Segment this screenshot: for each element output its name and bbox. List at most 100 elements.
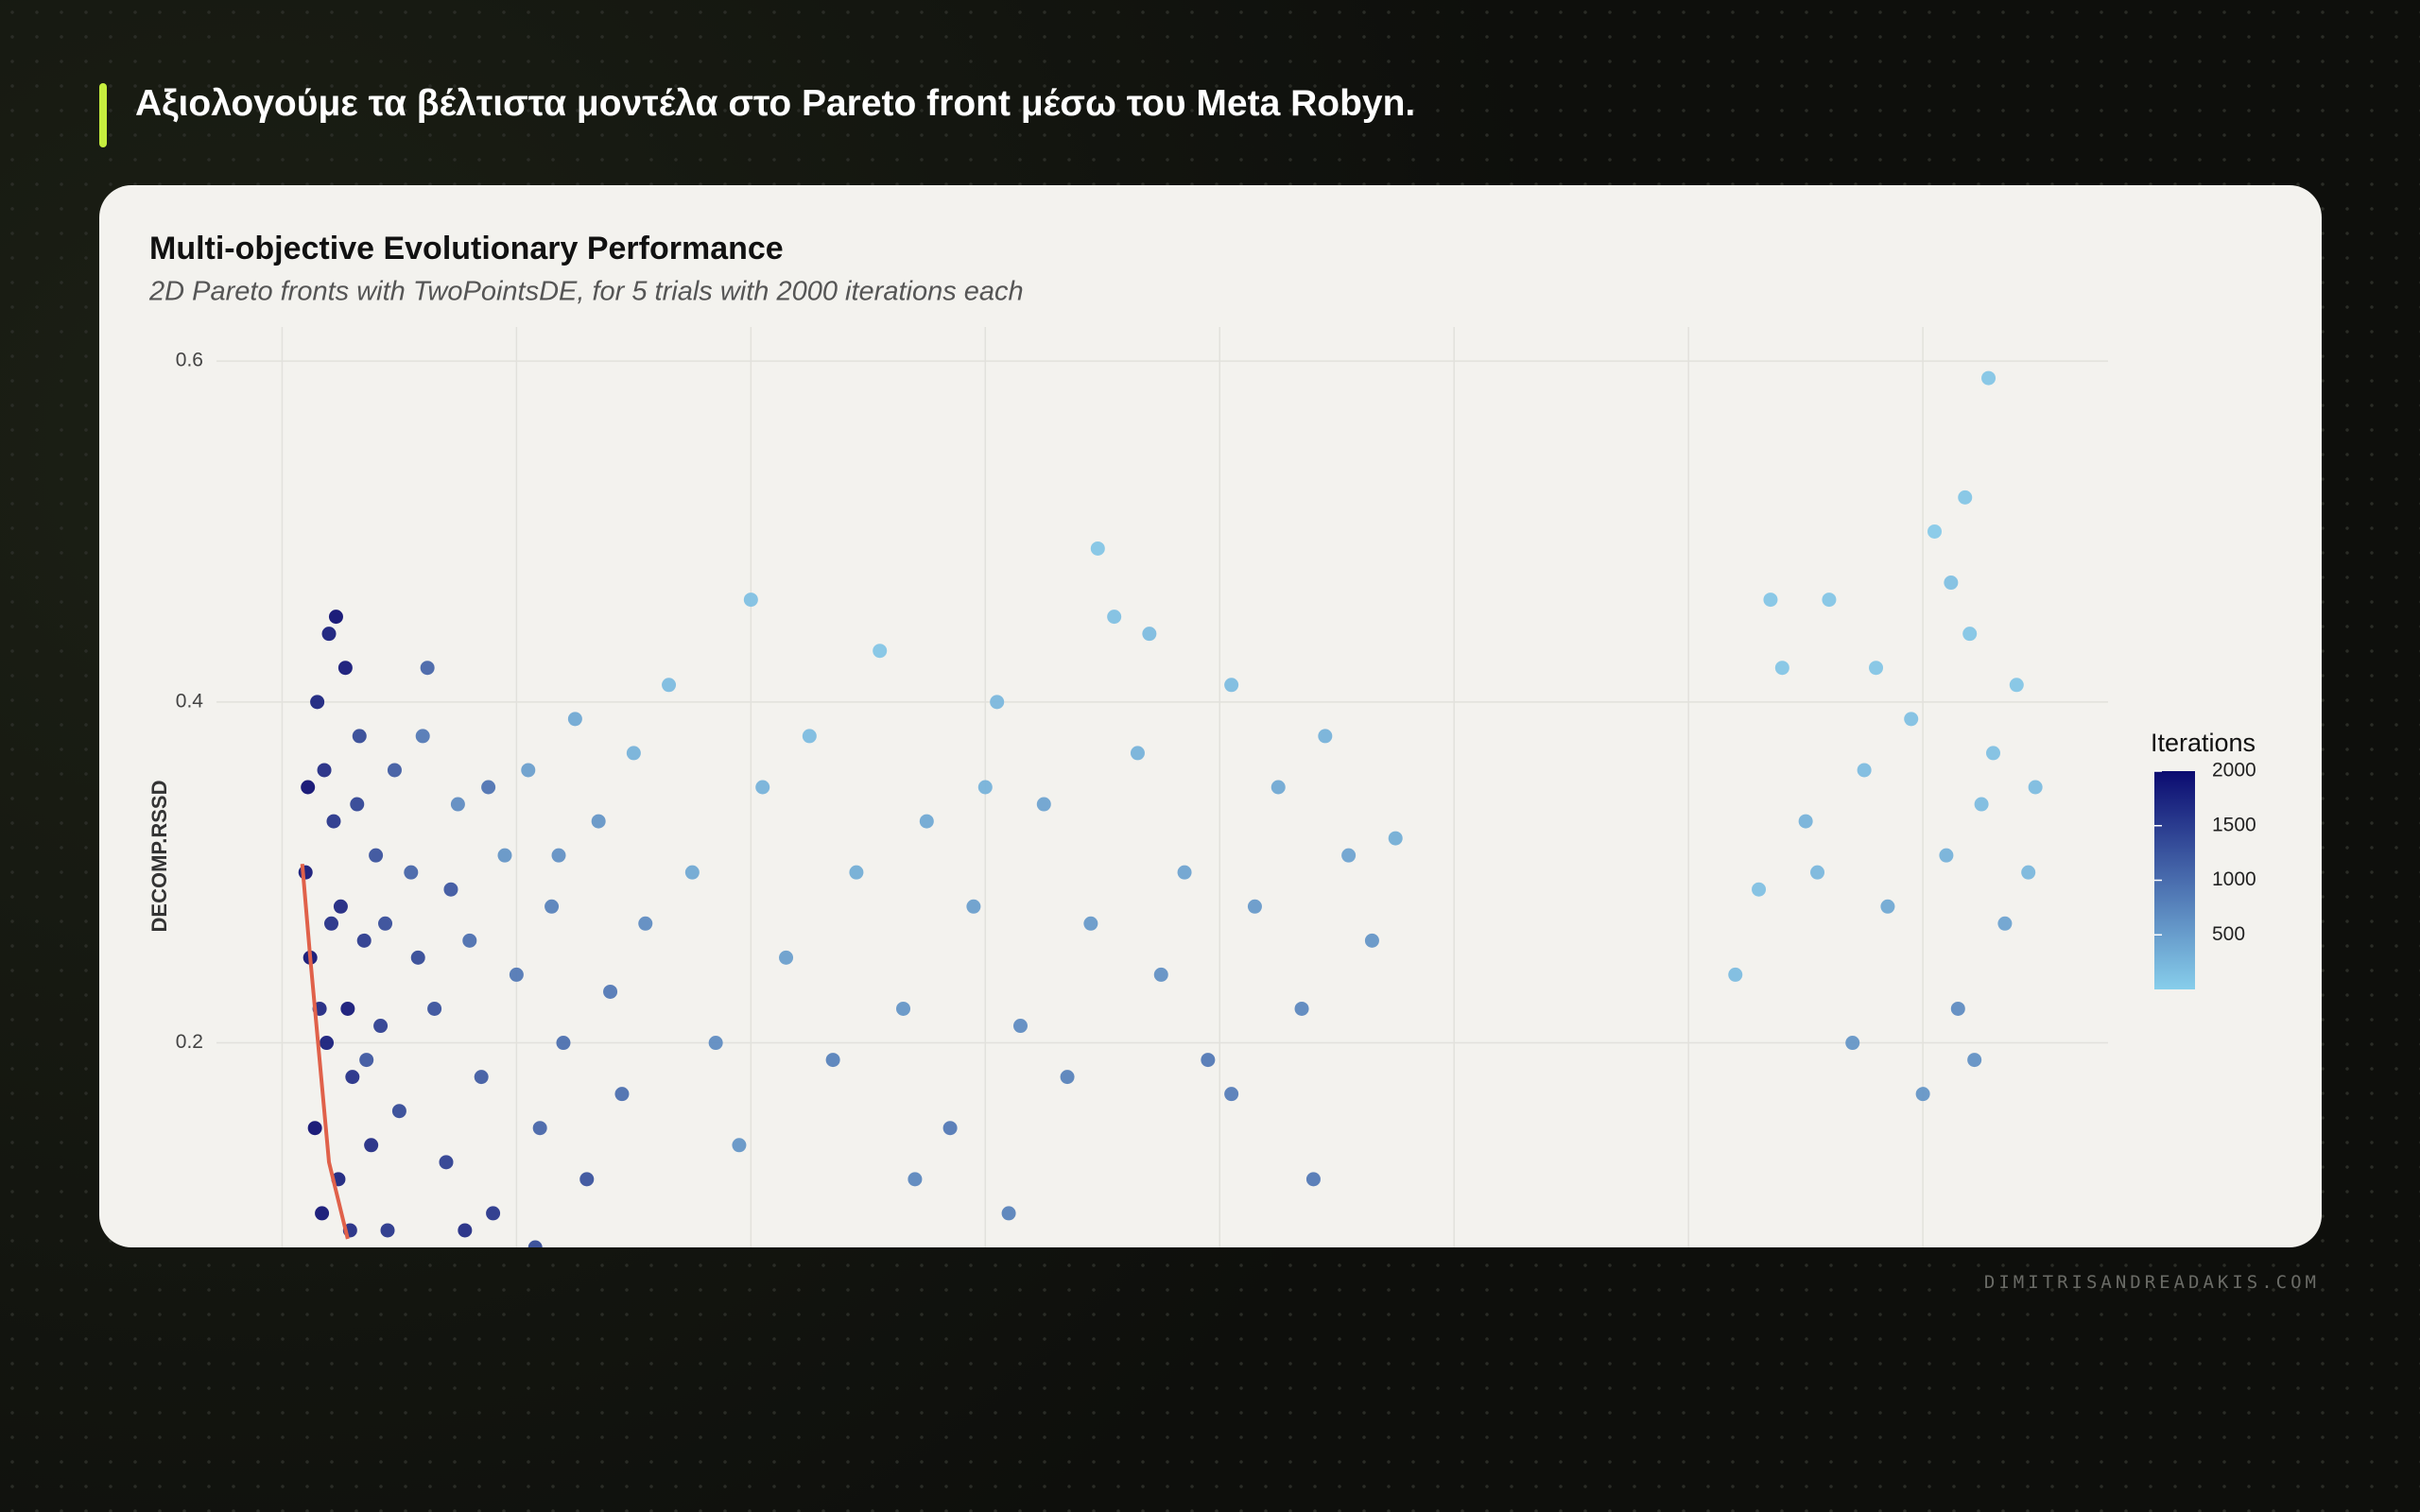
point [556, 1036, 571, 1051]
point [310, 695, 325, 710]
point [1845, 1036, 1860, 1051]
point [908, 1172, 923, 1187]
point [307, 1121, 322, 1136]
point [364, 1138, 379, 1153]
point [551, 848, 566, 863]
point [333, 899, 348, 914]
point [638, 916, 653, 931]
point [1090, 541, 1105, 556]
y-tick-label: 0.2 [176, 1031, 203, 1053]
point [662, 678, 677, 693]
point [1224, 678, 1239, 693]
legend-tick-label: 1000 [2212, 868, 2256, 890]
point [1752, 882, 1767, 897]
point [743, 593, 758, 608]
y-axis-label: DECOMP.RSSD [147, 781, 171, 933]
point [1927, 524, 1943, 539]
point [1177, 865, 1192, 880]
point [321, 627, 337, 642]
legend-tick-label: 1500 [2212, 814, 2256, 835]
point [732, 1138, 747, 1153]
point [373, 1019, 389, 1034]
point [420, 661, 435, 676]
point [1270, 780, 1286, 795]
point [1036, 797, 1051, 812]
point [1318, 729, 1333, 744]
point [873, 644, 888, 659]
point [352, 729, 367, 744]
point [462, 933, 477, 948]
point [1981, 370, 1996, 386]
point [942, 1121, 958, 1136]
point [2028, 780, 2043, 795]
point [415, 729, 430, 744]
chart: Multi-objective Evolutionary Performance… [147, 231, 2256, 1247]
point [378, 916, 393, 931]
point [825, 1053, 840, 1068]
point [1958, 490, 1973, 505]
point [1986, 746, 2001, 761]
point [369, 848, 384, 863]
point [2009, 678, 2024, 693]
chart-card: Multi-objective Evolutionary Performance… [99, 185, 2322, 1247]
point [391, 1104, 406, 1119]
point [532, 1121, 547, 1136]
point [919, 814, 934, 829]
point [896, 1001, 911, 1016]
point [323, 916, 338, 931]
point [481, 780, 496, 795]
accent-bar [99, 83, 107, 147]
point [849, 865, 864, 880]
point [2021, 865, 2036, 880]
point [544, 899, 560, 914]
point [326, 814, 341, 829]
point [1997, 916, 2013, 931]
point [1967, 1053, 1982, 1068]
point [1774, 661, 1789, 676]
point [1305, 1172, 1321, 1187]
legend-tick-label: 500 [2212, 923, 2245, 945]
point [404, 865, 419, 880]
point [755, 780, 770, 795]
point [380, 1223, 395, 1238]
point [626, 746, 641, 761]
point [345, 1070, 360, 1085]
point [1944, 576, 1959, 591]
point [614, 1087, 630, 1102]
point [443, 882, 458, 897]
point [1915, 1087, 1930, 1102]
point [328, 610, 343, 625]
point [527, 1240, 543, 1247]
point [1341, 848, 1357, 863]
point [779, 950, 794, 965]
point [1224, 1087, 1239, 1102]
point [990, 695, 1005, 710]
point [356, 933, 372, 948]
point [1153, 967, 1168, 982]
slide-title: Αξιολογούμε τα βέλτιστα μοντέλα στο Pare… [135, 83, 1416, 124]
point [1012, 1019, 1028, 1034]
point [1939, 848, 1954, 863]
point [1763, 593, 1778, 608]
point [1904, 712, 1919, 727]
y-tick-label: 0.6 [176, 350, 203, 371]
point [579, 1172, 595, 1187]
point [1107, 610, 1122, 625]
point [509, 967, 524, 982]
point [474, 1070, 489, 1085]
point [1247, 899, 1262, 914]
point [708, 1036, 723, 1051]
chart-title: Multi-objective Evolutionary Performance [149, 231, 784, 266]
point [450, 797, 465, 812]
y-tick-label: 0.4 [176, 690, 204, 712]
point [1294, 1001, 1309, 1016]
point [298, 865, 313, 880]
point [301, 780, 316, 795]
point [340, 1001, 355, 1016]
point [567, 712, 582, 727]
point [1857, 763, 1872, 778]
point [1810, 865, 1825, 880]
point [410, 950, 425, 965]
footer-site: DIMITRISANDREADAKIS.COM [1983, 1272, 2320, 1293]
